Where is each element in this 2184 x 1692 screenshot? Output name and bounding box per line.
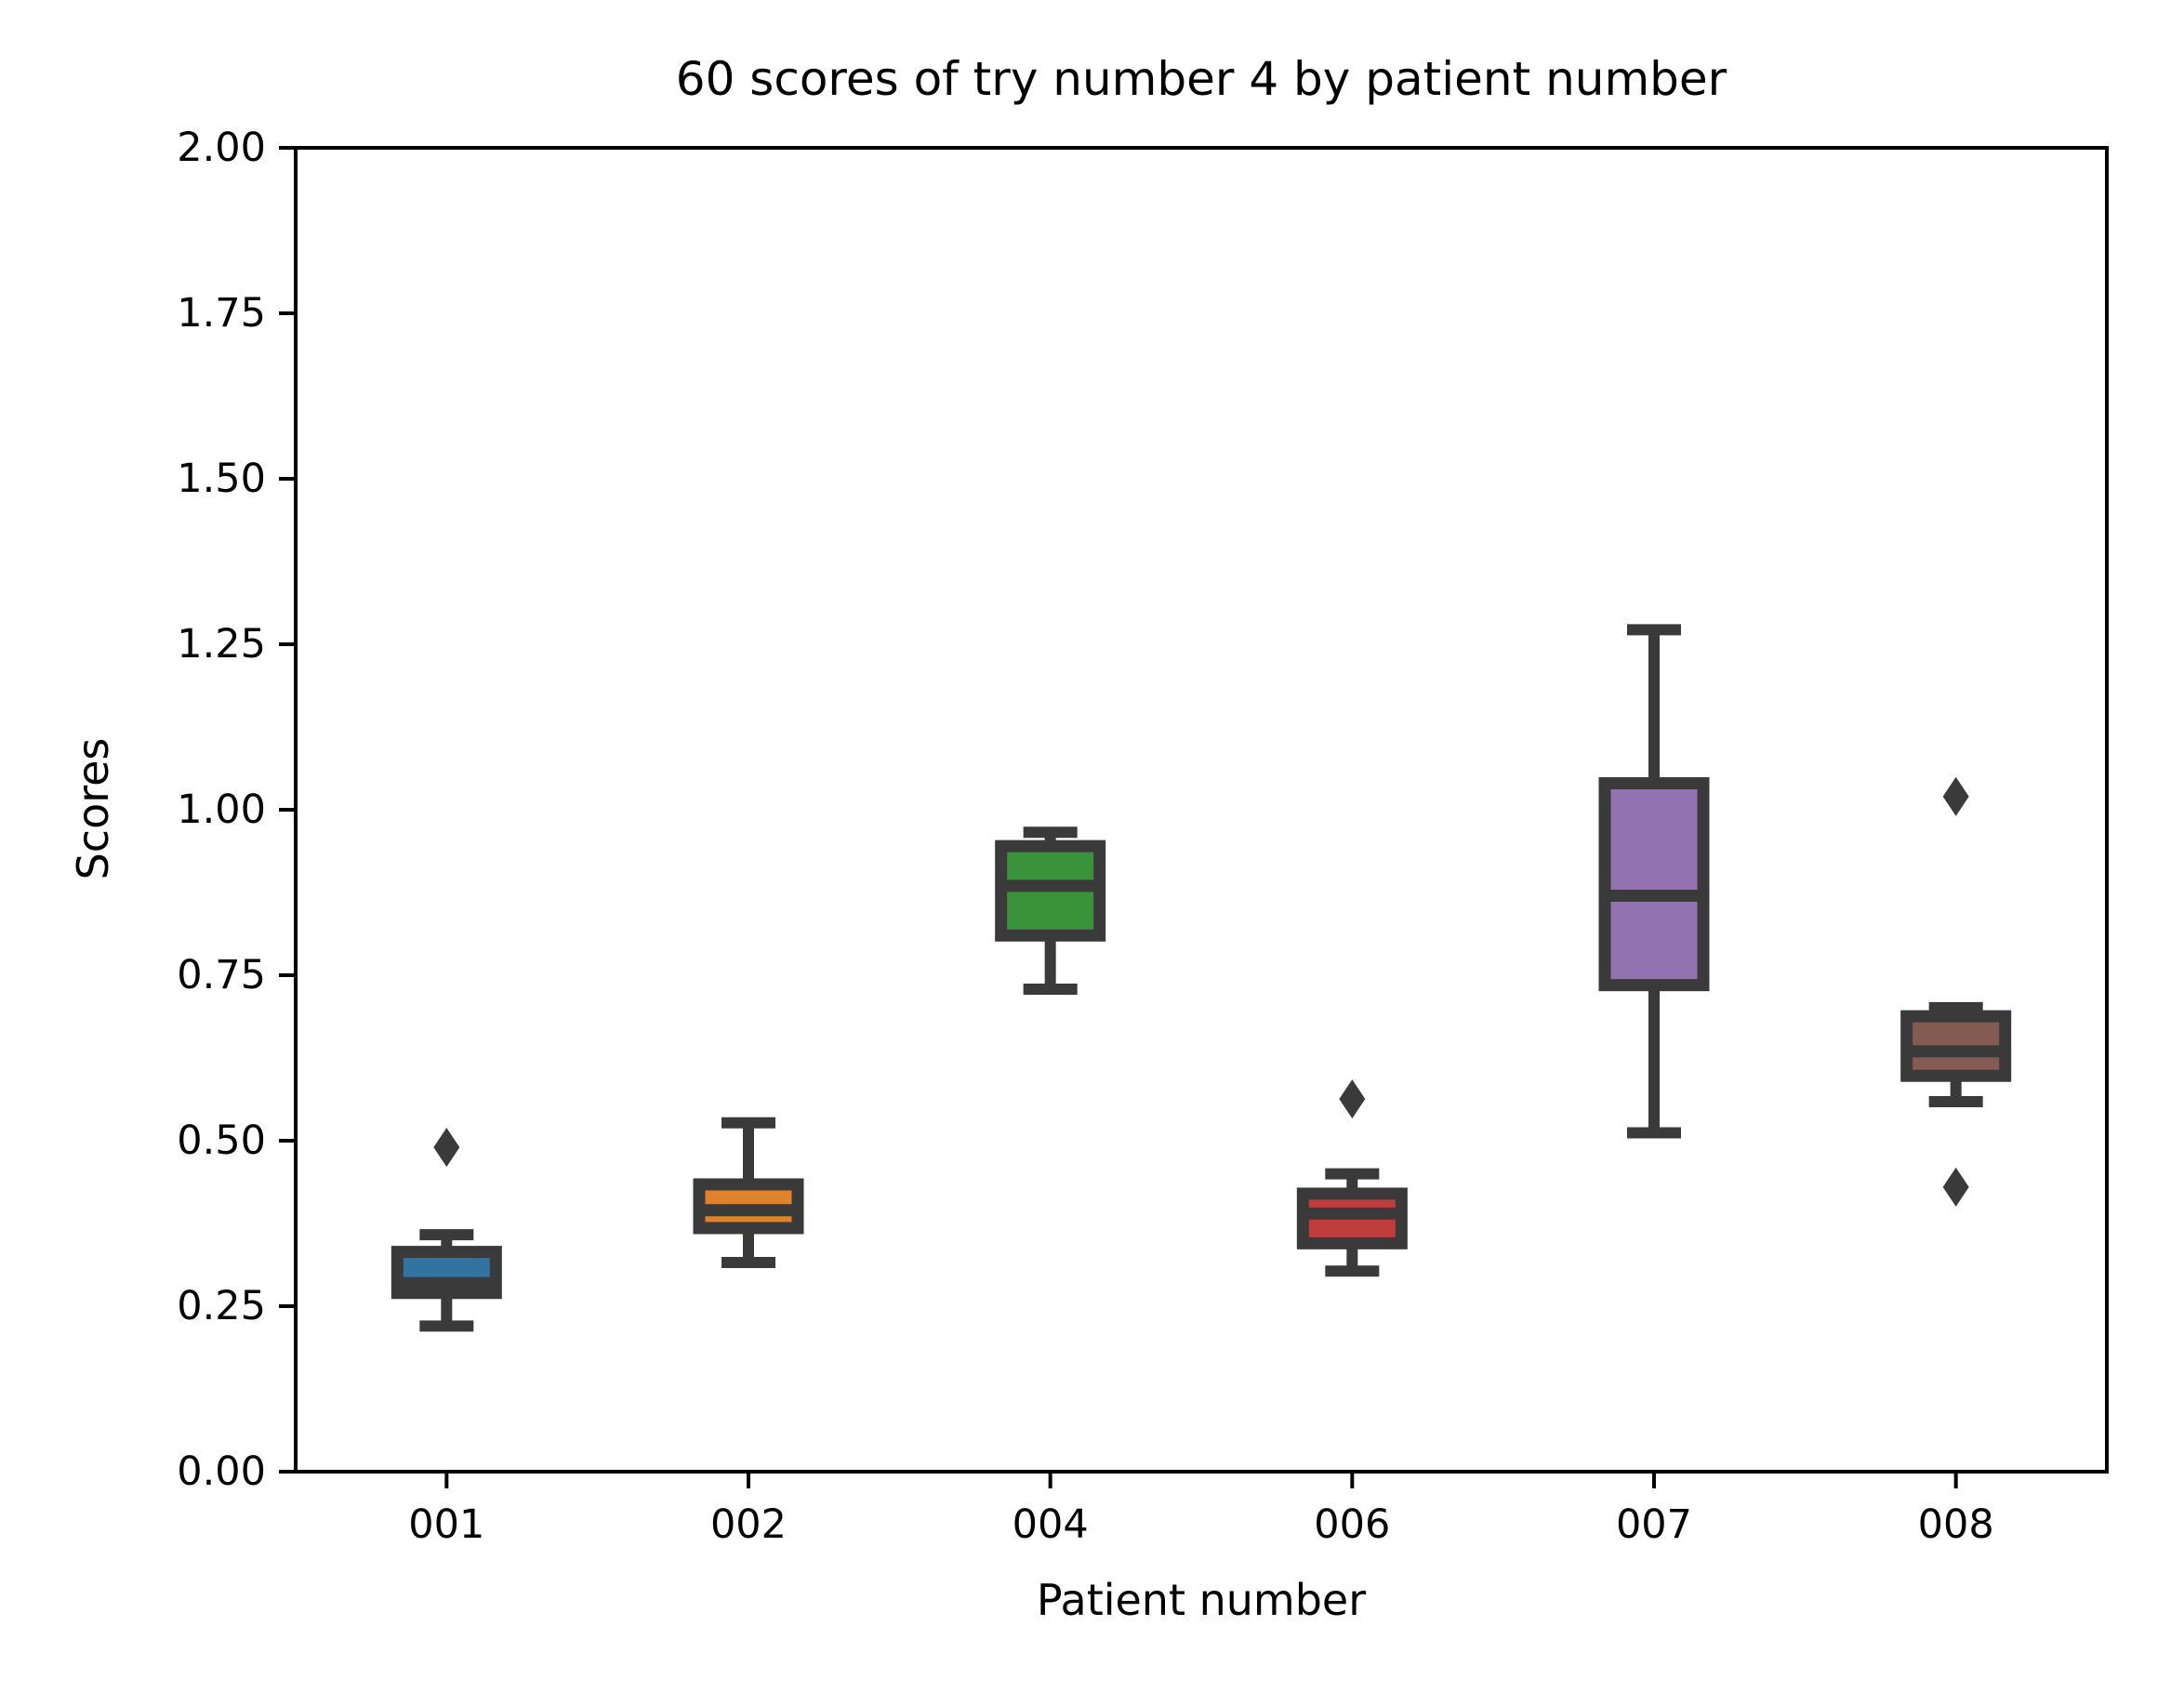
y-tick-label: 0.00 — [177, 1448, 266, 1495]
box-007 — [1598, 777, 1710, 992]
x-axis-label: Patient number — [1036, 1575, 1367, 1625]
x-tick-label: 008 — [1918, 1501, 1994, 1548]
x-tick-label: 002 — [710, 1501, 787, 1548]
y-tick-label: 2.00 — [177, 125, 266, 171]
y-tick-label: 1.00 — [177, 787, 266, 833]
x-tick-label: 006 — [1314, 1501, 1390, 1548]
x-tick-label: 001 — [408, 1501, 484, 1548]
outlier-marker — [1942, 1167, 1969, 1207]
plot-border — [294, 146, 2109, 1474]
outlier-marker — [433, 1128, 460, 1168]
x-tick-label: 004 — [1013, 1501, 1089, 1548]
y-tick-label: 0.75 — [177, 952, 266, 998]
x-tick-label: 007 — [1616, 1501, 1692, 1548]
y-tick-label: 0.50 — [177, 1117, 266, 1164]
y-tick-label: 1.75 — [177, 290, 266, 337]
y-tick-label: 1.50 — [177, 456, 266, 502]
y-tick-label: 0.25 — [177, 1283, 266, 1329]
chart-title: 60 scores of try number 4 by patient num… — [675, 52, 1727, 106]
outlier-marker — [1339, 1079, 1366, 1119]
outlier-marker — [1942, 776, 1969, 816]
y-tick-label: 1.25 — [177, 621, 266, 668]
